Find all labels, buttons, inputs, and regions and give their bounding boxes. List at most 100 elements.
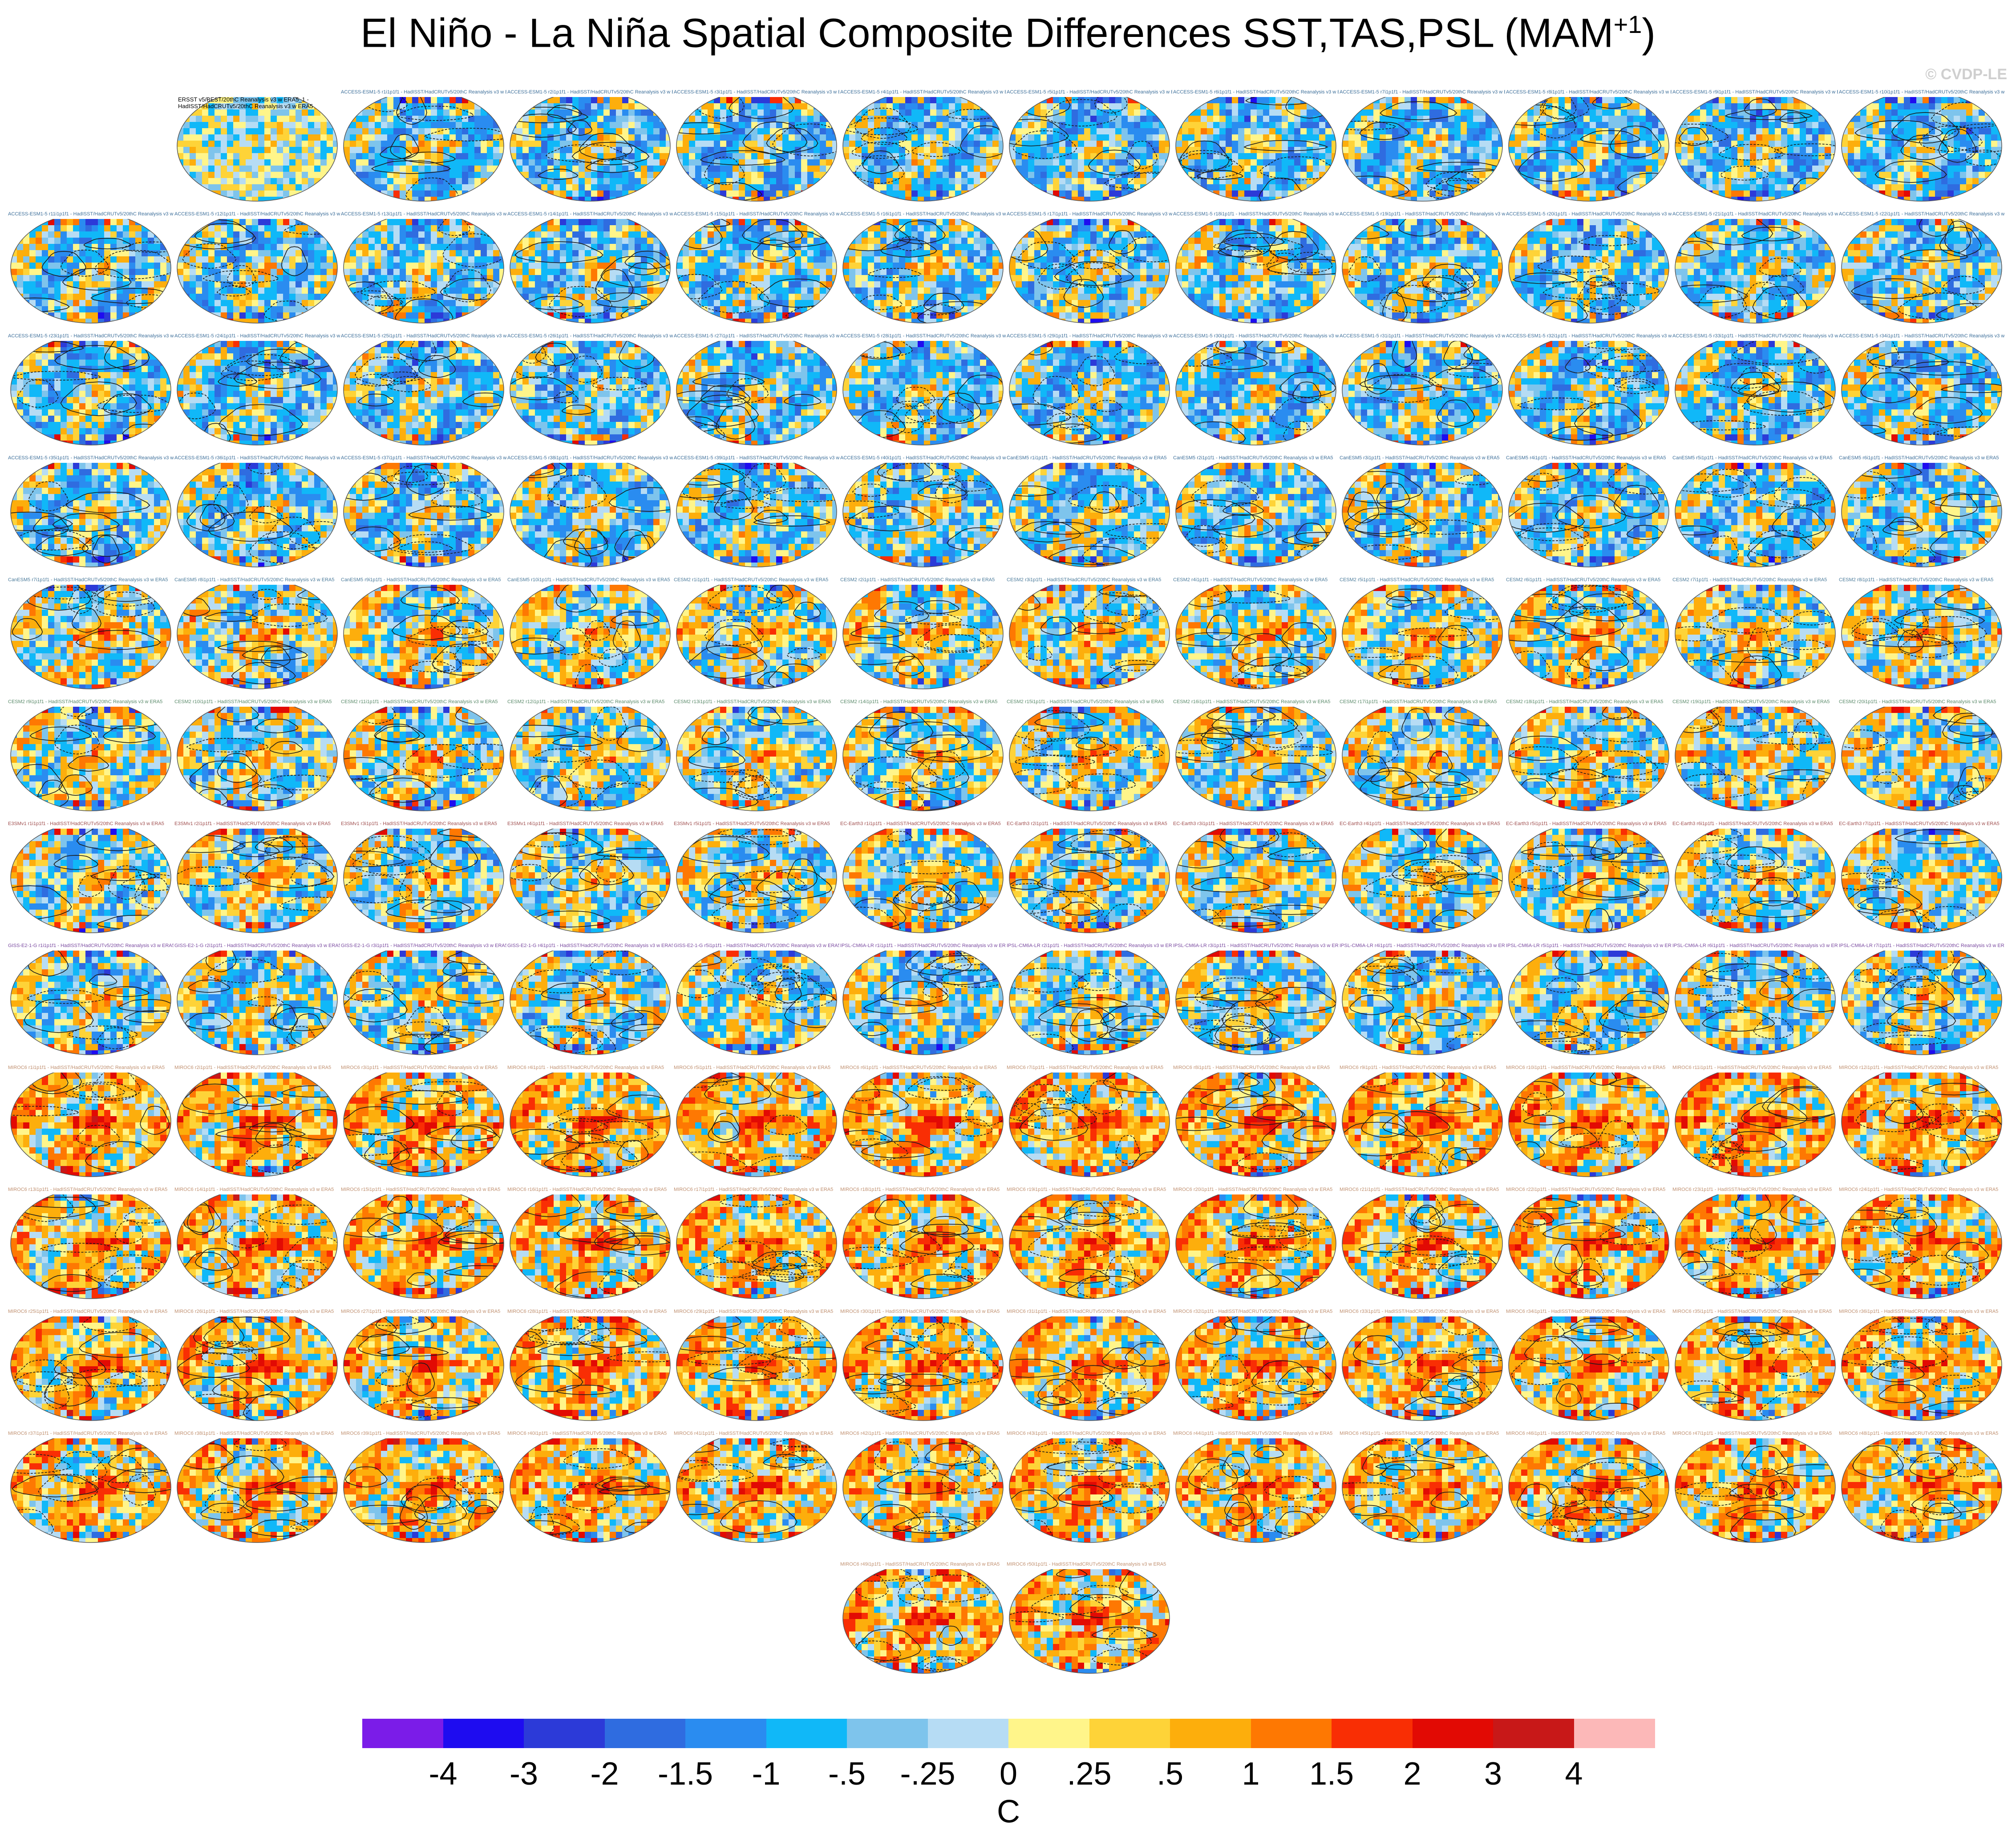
panel-label: IPSL-CM6A-LR r3i1p1f1 - HadISST/HadCRUTv… <box>1173 943 1339 949</box>
panel-label: MIROC6 r19i1p1f1 - HadISST/HadCRUTv5/20t… <box>1007 1186 1172 1193</box>
map-svg <box>341 1438 506 1551</box>
sst-anomaly-field <box>507 951 673 1059</box>
panel-label: ACCESS-ESM1-5 r38i1p1f1 - HadISST/HadCRU… <box>507 455 673 461</box>
map-panel: GISS-E2-1-G r2i1p1f1 - HadISST/HadCRUTv5… <box>174 943 340 1064</box>
panel-label: CanESM5 r5i1p1f1 - HadISST/HadCRUTv5/20t… <box>1672 455 1838 461</box>
panel-label: ACCESS-ESM1-5 r10i1p1f1 - HadISST/HadCRU… <box>1839 89 2004 95</box>
panel-label: CESM2 r7i1p1f1 - HadISST/HadCRUTv5/20thC… <box>1672 577 1838 583</box>
sst-anomaly-field <box>1007 97 1172 203</box>
sst-anomaly-field <box>1340 1073 1505 1181</box>
panel-label: ACCESS-ESM1-5 r5i1p1f1 - HadISST/HadCRUT… <box>1007 89 1172 95</box>
panel-label: MIROC6 r11i1p1f1 - HadISST/HadCRUTv5/20t… <box>1672 1065 1838 1071</box>
colorbar-tick-label: .5 <box>1157 1756 1183 1792</box>
map-panel: MIROC6 r46i1p1f1 - HadISST/HadCRUTv5/20t… <box>1506 1430 1672 1551</box>
sst-anomaly-field <box>1340 1438 1505 1545</box>
map-svg <box>840 341 1006 454</box>
panel-label: MIROC6 r49i1p1f1 - HadISST/HadCRUTv5/20t… <box>840 1561 1006 1567</box>
map-panel: CESM2 r1i1p1f1 - HadISST/HadCRUTv5/20thC… <box>674 577 839 698</box>
sst-anomaly-field <box>674 1438 839 1545</box>
map-svg <box>674 219 839 332</box>
observation-label-line2: HadISST/HadCRUTv5/20thC Reanalysis v3 w … <box>178 103 344 109</box>
panel-label: E3SMv1 r2i1p1f1 - HadISST/HadCRUTv5/20th… <box>174 821 340 827</box>
sst-anomaly-field <box>341 219 506 328</box>
map-svg <box>507 463 673 576</box>
sst-anomaly-field <box>341 951 506 1057</box>
sst-anomaly-field <box>1176 219 1339 325</box>
map-panel: MIROC6 r17i1p1f1 - HadISST/HadCRUTv5/20t… <box>674 1186 839 1308</box>
sst-anomaly-field <box>1342 341 1505 447</box>
map-svg <box>1173 1438 1339 1551</box>
sst-anomaly-field <box>341 463 506 569</box>
map-svg <box>1839 707 2004 820</box>
sst-anomaly-field <box>11 951 174 1057</box>
sst-anomaly-field <box>1839 829 2004 939</box>
map-svg <box>1839 585 2004 698</box>
sst-anomaly-field <box>1009 585 1172 692</box>
map-panel: MIROC6 r30i1p1f1 - HadISST/HadCRUTv5/20t… <box>840 1308 1006 1429</box>
sst-anomaly-field <box>1842 1073 2004 1179</box>
panel-label: CESM2 r8i1p1f1 - HadISST/HadCRUTv5/20thC… <box>1839 577 2004 583</box>
map-svg <box>1672 1073 1838 1186</box>
map-panel: MIROC6 r48i1p1f1 - HadISST/HadCRUTv5/20t… <box>1839 1430 2004 1551</box>
map-panel: MIROC6 r35i1p1f1 - HadISST/HadCRUTv5/20t… <box>1672 1308 1838 1429</box>
map-panel: ACCESS-ESM1-5 r5i1p1f1 - HadISST/HadCRUT… <box>1007 89 1172 210</box>
panel-label: MIROC6 r48i1p1f1 - HadISST/HadCRUTv5/20t… <box>1839 1430 2004 1437</box>
sst-anomaly-field <box>1173 829 1339 937</box>
panel-label: EC-Earth3 r4i1p1f1 - HadISST/HadCRUTv5/2… <box>1340 821 1505 827</box>
sst-anomaly-field <box>1672 219 1838 325</box>
sst-anomaly-field <box>177 1073 340 1179</box>
panel-label: ACCESS-ESM1-5 r16i1p1f1 - HadISST/HadCRU… <box>840 211 1006 217</box>
map-svg <box>8 463 174 576</box>
map-panel: MIROC6 r14i1p1f1 - HadISST/HadCRUTv5/20t… <box>174 1186 340 1308</box>
sst-anomaly-field <box>1007 341 1172 447</box>
map-svg <box>1839 97 2004 210</box>
map-panel: MIROC6 r36i1p1f1 - HadISST/HadCRUTv5/20t… <box>1839 1308 2004 1429</box>
map-svg <box>1007 219 1172 332</box>
map-panel: ACCESS-ESM1-5 r16i1p1f1 - HadISST/HadCRU… <box>840 211 1006 332</box>
map-svg <box>1506 1073 1672 1186</box>
panel-label: ACCESS-ESM1-5 r27i1p1f1 - HadISST/HadCRU… <box>674 333 839 339</box>
panel-label: ACCESS-ESM1-5 r37i1p1f1 - HadISST/HadCRU… <box>341 455 506 461</box>
colorbar-box <box>443 1719 524 1748</box>
panel-label: ACCESS-ESM1-5 r34i1p1f1 - HadISST/HadCRU… <box>1839 333 2004 339</box>
map-panel: CanESM5 r3i1p1f1 - HadISST/HadCRUTv5/20t… <box>1340 455 1505 576</box>
map-svg <box>341 219 506 332</box>
sst-anomaly-field <box>11 707 173 813</box>
map-svg <box>1839 829 2004 942</box>
map-panel: CanESM5 r4i1p1f1 - HadISST/HadCRUTv5/20t… <box>1506 455 1672 576</box>
map-panel: MIROC6 r20i1p1f1 - HadISST/HadCRUTv5/20t… <box>1173 1186 1339 1308</box>
sst-anomaly-field <box>507 341 672 447</box>
map-panel: EC-Earth3 r6i1p1f1 - HadISST/HadCRUTv5/2… <box>1672 821 1838 942</box>
sst-anomaly-field <box>1672 463 1838 569</box>
sst-anomaly-field <box>674 463 839 569</box>
sst-anomaly-field <box>840 1316 1005 1423</box>
panel-label: ACCESS-ESM1-5 r21i1p1f1 - HadISST/HadCRU… <box>1672 211 1838 217</box>
panel-label: MIROC6 r36i1p1f1 - HadISST/HadCRUTv5/20t… <box>1839 1308 2004 1315</box>
map-panel: E3SMv1 r3i1p1f1 - HadISST/HadCRUTv5/20th… <box>341 821 506 942</box>
map-svg <box>1007 1316 1172 1429</box>
sst-anomaly-field <box>177 463 340 569</box>
sst-anomaly-field <box>8 463 173 569</box>
map-panel: MIROC6 r21i1p1f1 - HadISST/HadCRUTv5/20t… <box>1340 1186 1505 1308</box>
panel-label: MIROC6 r38i1p1f1 - HadISST/HadCRUTv5/20t… <box>174 1430 340 1437</box>
map-panel: MIROC6 r44i1p1f1 - HadISST/HadCRUTv5/20t… <box>1173 1430 1339 1551</box>
sst-anomaly-field <box>177 951 340 1057</box>
map-svg <box>1672 585 1838 698</box>
colorbar-box <box>1574 1719 1655 1748</box>
sst-anomaly-field <box>174 219 340 325</box>
map-svg <box>174 341 340 454</box>
map-svg <box>341 707 506 820</box>
map-svg <box>1672 1438 1838 1551</box>
map-svg <box>507 219 673 332</box>
panel-label: CESM2 r6i1p1f1 - HadISST/HadCRUTv5/20thC… <box>1506 577 1672 583</box>
panel-label: MIROC6 r29i1p1f1 - HadISST/HadCRUTv5/20t… <box>674 1308 839 1315</box>
map-panel: MIROC6 r39i1p1f1 - HadISST/HadCRUTv5/20t… <box>341 1430 506 1551</box>
sst-anomaly-field <box>1506 1194 1671 1301</box>
map-panel: ACCESS-ESM1-5 r23i1p1f1 - HadISST/HadCRU… <box>8 333 174 454</box>
colorbar-tick-label: 4 <box>1565 1756 1583 1792</box>
panel-label: ACCESS-ESM1-5 r13i1p1f1 - HadISST/HadCRU… <box>341 211 506 217</box>
map-panel: MIROC6 r10i1p1f1 - HadISST/HadCRUTv5/20t… <box>1506 1065 1672 1186</box>
sst-anomaly-field <box>676 1194 839 1301</box>
map-svg <box>1672 463 1838 576</box>
panel-label: ACCESS-ESM1-5 r19i1p1f1 - HadISST/HadCRU… <box>1340 211 1505 217</box>
